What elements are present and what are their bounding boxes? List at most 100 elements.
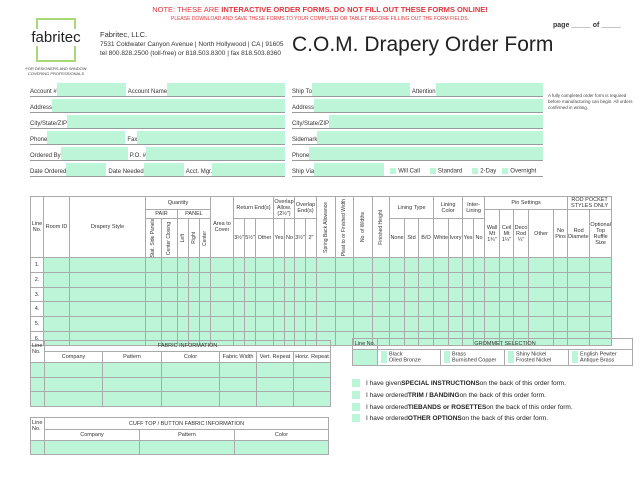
order-cell[interactable] xyxy=(433,272,450,288)
order-cell[interactable] xyxy=(372,301,391,318)
order-cell[interactable] xyxy=(335,286,355,303)
order-cell[interactable] xyxy=(283,316,296,332)
order-cell[interactable] xyxy=(499,272,515,288)
order-cell[interactable] xyxy=(305,286,318,303)
order-cell[interactable] xyxy=(145,316,162,332)
fabric-cell[interactable] xyxy=(30,362,45,378)
order-cell[interactable] xyxy=(43,286,70,303)
fabric-cell[interactable] xyxy=(44,362,103,378)
order-cell[interactable] xyxy=(294,301,307,318)
order-cell[interactable] xyxy=(188,316,200,332)
order-cell[interactable] xyxy=(316,316,337,332)
order-cell[interactable] xyxy=(433,301,450,318)
order-cell[interactable] xyxy=(499,286,515,303)
order-cell[interactable] xyxy=(316,272,337,288)
order-cell[interactable] xyxy=(353,301,374,318)
order-cell[interactable] xyxy=(199,272,211,288)
order-cell[interactable] xyxy=(418,257,435,274)
order-cell[interactable] xyxy=(473,286,486,303)
city-field[interactable] xyxy=(67,115,285,128)
order-cell[interactable] xyxy=(528,257,555,274)
order-cell[interactable] xyxy=(528,316,555,332)
order-cell[interactable] xyxy=(448,316,464,332)
order-cell[interactable] xyxy=(233,272,245,288)
order-cell[interactable] xyxy=(255,316,274,332)
checkbox[interactable] xyxy=(352,379,360,387)
order-cell[interactable] xyxy=(404,301,420,318)
grommet-option-frosted-nickel[interactable]: Frosted Nickel xyxy=(508,357,565,364)
checkbox[interactable] xyxy=(508,357,514,364)
order-cell[interactable] xyxy=(233,301,245,318)
fabric-cell[interactable] xyxy=(44,376,103,392)
order-cell[interactable] xyxy=(335,257,355,274)
fabric-cell[interactable] xyxy=(292,362,332,378)
date-needed-field[interactable] xyxy=(143,163,184,176)
order-cell[interactable] xyxy=(145,301,162,318)
order-cell[interactable] xyxy=(244,272,256,288)
check-trim-banding[interactable]: I have ordered TRIM / BANDING on the bac… xyxy=(352,391,546,399)
order-cell[interactable] xyxy=(513,316,530,332)
order-cell[interactable] xyxy=(283,286,296,303)
order-cell[interactable] xyxy=(462,316,475,332)
fabric-cell[interactable] xyxy=(161,391,220,407)
order-cell[interactable] xyxy=(335,301,355,318)
order-cell[interactable] xyxy=(161,257,178,274)
order-cell[interactable] xyxy=(418,301,435,318)
order-cell[interactable] xyxy=(233,257,245,274)
cuff-cell[interactable] xyxy=(233,440,330,455)
order-cell[interactable] xyxy=(69,286,146,303)
order-cell[interactable] xyxy=(404,257,420,274)
order-cell[interactable] xyxy=(273,272,285,288)
order-cell[interactable] xyxy=(484,272,501,288)
order-cell[interactable] xyxy=(316,301,337,318)
order-cell[interactable] xyxy=(210,286,234,303)
order-cell[interactable] xyxy=(372,286,391,303)
order-cell[interactable] xyxy=(305,301,318,318)
order-cell[interactable] xyxy=(305,272,318,288)
order-cell[interactable] xyxy=(567,286,591,303)
order-cell[interactable] xyxy=(513,286,530,303)
checkbox[interactable] xyxy=(381,351,387,357)
order-cell[interactable] xyxy=(353,257,374,274)
order-cell[interactable] xyxy=(589,286,613,303)
order-cell[interactable] xyxy=(69,257,146,274)
order-cell[interactable] xyxy=(294,272,307,288)
order-cell[interactable] xyxy=(199,257,211,274)
order-cell[interactable] xyxy=(589,301,613,318)
grommet-option-shiny-nickel[interactable]: Shiny Nickel xyxy=(508,351,565,357)
date-ordered-field[interactable] xyxy=(66,163,107,176)
order-cell[interactable] xyxy=(233,316,245,332)
ship-to-field[interactable] xyxy=(311,83,410,96)
grommet-option-antique-brass[interactable]: Antique Brass xyxy=(572,357,629,364)
order-cell[interactable] xyxy=(43,301,70,318)
order-cell[interactable] xyxy=(244,301,256,318)
order-cell[interactable] xyxy=(448,286,464,303)
order-cell[interactable] xyxy=(69,316,146,332)
order-cell[interactable] xyxy=(567,272,591,288)
order-cell[interactable] xyxy=(335,316,355,332)
order-cell[interactable] xyxy=(404,272,420,288)
order-cell[interactable] xyxy=(316,257,337,274)
order-cell[interactable] xyxy=(567,316,591,332)
checkbox[interactable] xyxy=(502,168,509,175)
order-cell[interactable] xyxy=(210,316,234,332)
page-number[interactable]: page _____ of _____ xyxy=(553,22,621,29)
order-cell[interactable] xyxy=(499,301,515,318)
checkbox[interactable] xyxy=(508,351,514,357)
grommet-option-burnished-copper[interactable]: Burnished Copper xyxy=(444,357,501,364)
order-cell[interactable] xyxy=(448,301,464,318)
order-cell[interactable] xyxy=(553,316,569,332)
order-cell[interactable] xyxy=(233,286,245,303)
order-cell[interactable] xyxy=(294,257,307,274)
order-cell[interactable] xyxy=(553,286,569,303)
order-cell[interactable] xyxy=(484,286,501,303)
order-cell[interactable] xyxy=(372,272,391,288)
order-cell[interactable] xyxy=(389,272,406,288)
order-cell[interactable] xyxy=(273,316,285,332)
order-cell[interactable] xyxy=(567,301,591,318)
order-cell[interactable] xyxy=(210,257,234,274)
order-cell[interactable] xyxy=(499,257,515,274)
order-cell[interactable] xyxy=(353,272,374,288)
order-cell[interactable] xyxy=(473,316,486,332)
order-cell[interactable] xyxy=(353,316,374,332)
